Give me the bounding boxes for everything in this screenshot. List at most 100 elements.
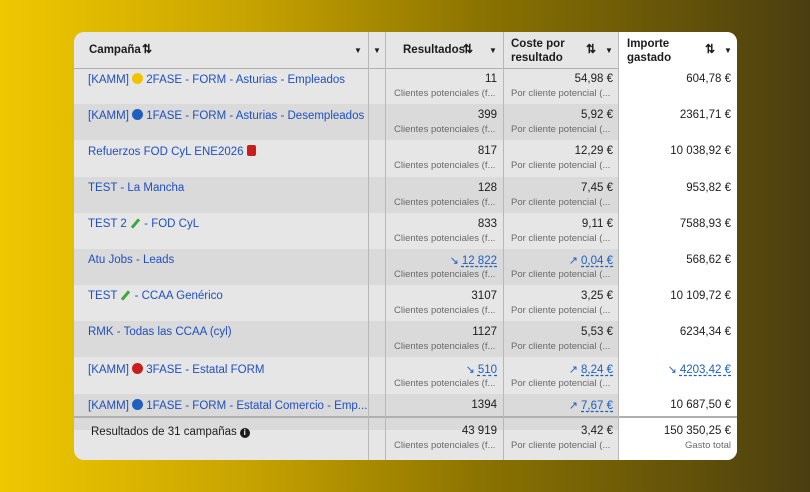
campaign-link[interactable]: [KAMM] 1FASE - FORM - Estatal Comercio -… <box>88 398 367 412</box>
results-cell: 1394 <box>369 394 503 430</box>
spend-value: 7588,93 € <box>679 217 731 230</box>
results-cell: 833 Clientes potenciales (f... <box>369 213 503 249</box>
campaign-link[interactable]: TEST - CCAA Genérico <box>88 290 223 302</box>
campaign-link[interactable]: TEST - La Mancha <box>88 182 184 194</box>
cost-cell: 9,11 € Por cliente potencial (... <box>504 213 619 249</box>
header-results-label: Resultados <box>403 44 465 56</box>
results-cell: ↘ 510 Clientes potenciales (f... <box>369 358 503 394</box>
cost-value[interactable]: ↗ 7,67 € <box>569 399 613 412</box>
footer-spend-value: 150 350,25 € <box>663 425 731 437</box>
campaign-name: [KAMM] <box>88 363 133 376</box>
cost-sub: Por cliente potencial (... <box>511 305 611 317</box>
campaign-name: [KAMM] <box>88 399 133 412</box>
spend-value[interactable]: ↘ 4203,42 € <box>668 363 731 376</box>
header-cost-label-1: Coste por <box>511 38 565 50</box>
cost-value[interactable]: ↗ 0,04 € <box>569 254 613 267</box>
campaign-link[interactable]: Refuerzos FOD CyL ENE2026 <box>88 145 256 158</box>
results-value: 11 <box>485 73 497 85</box>
spend-value: 10 109,72 € <box>670 290 731 303</box>
campaign-cell: TEST - La Mancha <box>74 177 368 213</box>
spend-cell: 7588,93 € <box>619 212 737 249</box>
header-column-menu[interactable]: ▼ <box>370 32 384 68</box>
table-row: Atu Jobs - Leads ↘ 12 822 Clientes potencia… <box>74 249 737 285</box>
cost-value: 9,11 € <box>581 217 613 230</box>
campaign-name: [KAMM] <box>88 110 133 123</box>
spend-cell: 6234,34 € <box>619 321 737 358</box>
info-icon[interactable]: i <box>239 428 250 438</box>
status-dot-icon <box>132 109 144 121</box>
results-value[interactable]: ↘ 12 822 <box>450 254 497 267</box>
campaign-name-tail: 1FASE - FORM - Asturias - Desempleados <box>143 110 365 123</box>
cost-value[interactable]: ↗ 8,24 € <box>569 363 613 376</box>
test-tube-icon <box>130 218 141 229</box>
campaign-link[interactable]: [KAMM] 3FASE - Estatal FORM <box>88 362 265 376</box>
sort-icon[interactable]: ⇅ <box>463 42 474 56</box>
campaign-name-tail: 2FASE - FORM - Asturias - Empleados <box>143 74 346 86</box>
campaign-cell: Atu Jobs - Leads <box>74 249 368 285</box>
results-value: 128 <box>477 181 497 194</box>
campaign-link[interactable]: [KAMM] 1FASE - FORM - Asturias - Desempl… <box>88 109 364 122</box>
results-sub: Clientes potenciales (f... <box>394 160 496 172</box>
results-value[interactable]: ↘ 510 <box>466 363 497 376</box>
footer-label: Resultados de 31 campañas i <box>91 426 250 438</box>
results-sub: Clientes potenciales (f... <box>394 341 496 353</box>
header-campaign[interactable]: Campaña ⇅ ▼ <box>74 32 368 68</box>
table-row: TEST - CCAA Genérico 3107 Clientes potenci… <box>74 285 737 322</box>
column-divider[interactable] <box>618 32 619 460</box>
results-cell: 11 Clientes potenciales (f... <box>369 68 503 104</box>
campaign-name: [KAMM] <box>88 74 133 86</box>
table-row: [KAMM] 1FASE - FORM - Asturias - Desempl… <box>74 104 737 141</box>
sort-icon[interactable]: ⇅ <box>705 42 716 56</box>
cost-cell: ↗ 7,67 € <box>504 394 619 430</box>
cost-sub: Por cliente potencial (... <box>511 232 611 244</box>
campaign-link[interactable]: Atu Jobs - Leads <box>88 254 174 266</box>
test-tube-icon <box>121 290 131 301</box>
campaign-cell: RMK - Todas las CCAA (cyl) <box>74 321 368 357</box>
campaign-cell: TEST 2 - FOD CyL <box>74 213 368 249</box>
header-divider <box>74 68 737 69</box>
campaign-link[interactable]: [KAMM] 2FASE - FORM - Asturias - Emplead… <box>88 73 345 86</box>
cost-value: 5,92 € <box>581 109 613 122</box>
chevron-down-icon[interactable]: ▼ <box>724 46 732 55</box>
chevron-down-icon[interactable]: ▼ <box>489 46 497 55</box>
results-sub: Clientes potenciales (f... <box>394 88 496 99</box>
campaign-name: TEST <box>88 290 121 303</box>
header-spend[interactable]: Importe gastado ⇅ ▼ <box>619 32 737 68</box>
cost-value: 7,45 € <box>581 181 613 194</box>
campaign-cell: Refuerzos FOD CyL ENE2026 <box>74 140 368 176</box>
results-value: 399 <box>477 109 497 122</box>
header-cost[interactable]: Coste por resultado ⇅ ▼ <box>504 32 619 68</box>
spend-cell: 10 687,50 € <box>619 393 737 430</box>
results-cell: 3107 Clientes potenciales (f... <box>369 285 503 321</box>
chevron-down-icon[interactable]: ▼ <box>354 46 362 55</box>
header-spend-label-2: gastado <box>627 52 672 64</box>
header-results[interactable]: Resultados ⇅ ▼ <box>369 32 503 68</box>
table-row: TEST 2 - FOD CyL 833 Clientes potenciales … <box>74 212 737 249</box>
calendar-icon <box>246 145 256 157</box>
results-value: 817 <box>477 145 497 158</box>
cost-sub: Por cliente potencial (... <box>511 269 611 280</box>
column-divider[interactable] <box>385 32 386 460</box>
column-divider[interactable] <box>368 32 369 460</box>
table-row: [KAMM] 2FASE - FORM - Asturias - Emplead… <box>74 68 737 104</box>
table-footer: Resultados de 31 campañas i 43 919 Client… <box>74 416 737 460</box>
cost-cell: 3,25 € Por cliente potencial (... <box>504 285 619 321</box>
column-divider[interactable] <box>503 32 504 460</box>
trend-down-icon: ↘ <box>449 255 459 267</box>
results-value: 833 <box>477 217 497 230</box>
campaign-link[interactable]: RMK - Todas las CCAA (cyl) <box>88 326 232 338</box>
cost-sub: Por cliente potencial (... <box>511 377 611 389</box>
sort-icon[interactable]: ⇅ <box>586 42 597 56</box>
campaign-name-tail: 3FASE - Estatal FORM <box>143 363 265 376</box>
chevron-down-icon[interactable]: ▼ <box>373 46 381 55</box>
footer-cost-sub: Por cliente potencial (... <box>511 440 611 451</box>
results-sub: Clientes potenciales (f... <box>394 124 496 136</box>
campaign-link[interactable]: TEST 2 - FOD CyL <box>88 218 199 230</box>
spend-cell: 10 038,92 € <box>619 140 737 177</box>
results-value: 3107 <box>471 290 497 303</box>
cost-sub: Por cliente potencial (... <box>511 160 611 172</box>
chevron-down-icon[interactable]: ▼ <box>605 46 613 55</box>
spend-cell: 953,82 € <box>619 176 737 213</box>
campaign-name: Refuerzos FOD CyL ENE2026 <box>88 146 247 159</box>
sort-icon[interactable]: ⇅ <box>142 42 153 56</box>
